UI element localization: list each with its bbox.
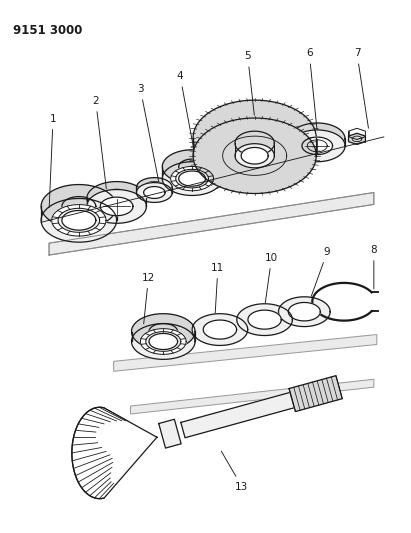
- Text: 13: 13: [221, 451, 248, 491]
- Polygon shape: [136, 177, 172, 197]
- Polygon shape: [62, 211, 96, 230]
- Polygon shape: [176, 169, 208, 188]
- Polygon shape: [289, 302, 320, 321]
- Polygon shape: [149, 334, 178, 350]
- Polygon shape: [49, 192, 374, 255]
- Text: 9151 3000: 9151 3000: [13, 23, 83, 37]
- Text: 10: 10: [265, 253, 278, 305]
- Text: 4: 4: [177, 71, 196, 164]
- Polygon shape: [237, 304, 292, 336]
- Polygon shape: [143, 187, 165, 198]
- Text: 5: 5: [245, 51, 254, 115]
- Polygon shape: [132, 314, 195, 350]
- Polygon shape: [162, 150, 222, 183]
- Polygon shape: [192, 314, 248, 345]
- Polygon shape: [87, 182, 146, 215]
- Polygon shape: [146, 332, 181, 351]
- Text: 9: 9: [310, 247, 330, 299]
- Text: 11: 11: [211, 263, 224, 315]
- Polygon shape: [302, 137, 332, 155]
- Polygon shape: [159, 419, 181, 448]
- Polygon shape: [241, 148, 268, 164]
- Polygon shape: [289, 130, 345, 161]
- Polygon shape: [41, 198, 117, 242]
- Polygon shape: [289, 376, 342, 411]
- Polygon shape: [171, 166, 214, 191]
- Polygon shape: [179, 171, 206, 186]
- Text: 2: 2: [92, 96, 106, 189]
- Polygon shape: [162, 161, 222, 196]
- Polygon shape: [235, 144, 275, 168]
- Text: 3: 3: [137, 84, 159, 182]
- Text: 6: 6: [306, 49, 317, 129]
- Polygon shape: [193, 118, 316, 193]
- Text: 8: 8: [371, 245, 377, 289]
- Polygon shape: [131, 379, 374, 414]
- Text: 1: 1: [49, 114, 56, 208]
- Polygon shape: [41, 184, 117, 228]
- Polygon shape: [100, 197, 133, 216]
- Polygon shape: [279, 297, 330, 327]
- Polygon shape: [132, 324, 195, 359]
- Polygon shape: [248, 310, 281, 329]
- Polygon shape: [193, 100, 316, 175]
- Polygon shape: [349, 133, 365, 144]
- Polygon shape: [203, 320, 237, 339]
- Polygon shape: [289, 123, 345, 155]
- Polygon shape: [58, 208, 99, 232]
- Polygon shape: [141, 329, 186, 354]
- Polygon shape: [136, 183, 172, 203]
- Polygon shape: [113, 335, 377, 372]
- Polygon shape: [181, 392, 294, 438]
- Polygon shape: [49, 192, 374, 255]
- Text: 12: 12: [142, 273, 155, 324]
- Polygon shape: [52, 205, 106, 236]
- Polygon shape: [72, 407, 157, 499]
- Polygon shape: [87, 190, 146, 223]
- Text: 7: 7: [353, 49, 369, 128]
- Polygon shape: [235, 126, 275, 150]
